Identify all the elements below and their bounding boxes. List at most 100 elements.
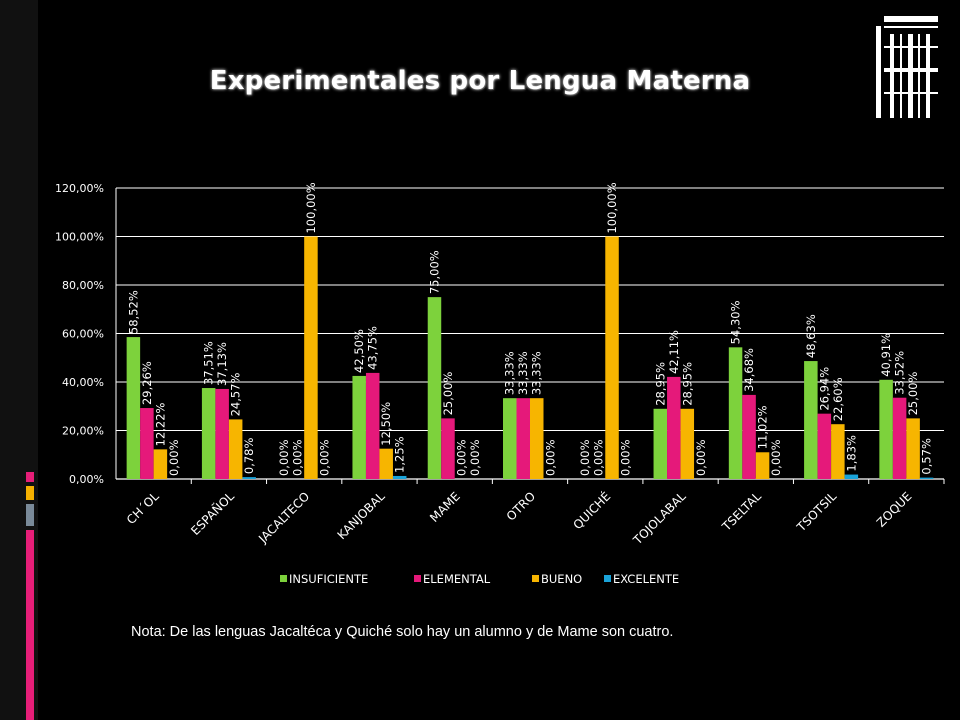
accent-bars [26, 0, 34, 720]
bar [653, 408, 668, 479]
bar [427, 297, 442, 479]
data-label: 0,57% [920, 438, 934, 475]
bar [516, 398, 530, 479]
bar [742, 394, 756, 479]
data-label: 100,00% [304, 182, 318, 233]
x-tick-label: JACALTECO [255, 489, 312, 546]
data-label: 0,00% [167, 439, 181, 476]
legend-label: ELEMENTAL [423, 572, 491, 586]
accent-bar-gray [26, 504, 34, 526]
bar [892, 397, 907, 479]
legend-swatch [280, 575, 287, 582]
legend-label: INSUFICIENTE [289, 572, 368, 586]
bar [379, 448, 393, 479]
data-label: 33,33% [503, 351, 517, 395]
x-tick-label: ZOQUE [874, 489, 915, 530]
data-label: 0,78% [242, 438, 256, 475]
bar [844, 474, 859, 479]
legend-label: EXCELENTE [613, 572, 679, 586]
y-tick-label: 120,00% [55, 182, 104, 195]
data-label: 28,95% [653, 362, 667, 406]
data-label: 100,00% [605, 182, 619, 233]
x-tick-label: TSOTSIL [794, 489, 840, 535]
data-label: 26,94% [817, 367, 831, 411]
data-label: 40,91% [879, 333, 893, 377]
data-label: 33,33% [530, 351, 544, 395]
data-label: 54,30% [729, 300, 743, 344]
data-label: 22,60% [831, 377, 845, 421]
data-label: 0,00% [277, 439, 291, 476]
data-label: 37,51% [202, 341, 216, 385]
bar [228, 419, 243, 479]
data-label: 24,57% [229, 372, 243, 416]
bar [817, 413, 832, 479]
bar [755, 452, 770, 479]
bar [530, 398, 544, 479]
x-tick-label: OTRO [504, 489, 538, 523]
slide-panel [38, 0, 960, 720]
y-tick-label: 60,00% [62, 328, 104, 341]
bar [352, 375, 366, 479]
data-label: 0,00% [619, 439, 633, 476]
x-tick-label: QUICHÉ [570, 489, 614, 533]
data-label: 75,00% [427, 250, 441, 294]
data-label: 25,00% [906, 371, 920, 415]
data-label: 1,83% [844, 435, 858, 472]
data-label: 58,52% [126, 290, 140, 334]
data-label: 0,00% [317, 439, 331, 476]
data-label: 0,00% [578, 439, 592, 476]
bar [304, 236, 318, 479]
bar [906, 418, 920, 479]
data-label: 0,00% [468, 439, 482, 476]
bar [667, 376, 681, 479]
bar [365, 372, 380, 479]
legend-swatch [532, 575, 539, 582]
data-label: 0,00% [454, 439, 468, 476]
legend-swatch [604, 575, 611, 582]
x-tick-label: ESPAÑOL [188, 488, 238, 538]
x-tick-label: TOJOLABAL [630, 489, 689, 548]
y-tick-label: 100,00% [55, 231, 104, 244]
slide-title: Experimentales por Lengua Materna [209, 66, 751, 96]
bar [140, 408, 154, 479]
data-label: 37,13% [215, 342, 229, 386]
data-label: 12,22% [153, 402, 167, 446]
bar [153, 449, 168, 479]
data-label: 33,52% [893, 351, 907, 395]
x-tick-label: CH´OL [124, 489, 162, 527]
window-grid-icon [876, 16, 938, 118]
data-label: 33,33% [516, 351, 530, 395]
accent-bar-pink [26, 472, 34, 482]
bar [503, 398, 517, 479]
bar [804, 361, 818, 479]
accent-bar-pink-long [26, 530, 34, 720]
x-tick-label: TSELTAL [719, 489, 764, 534]
bar [879, 379, 893, 479]
data-label: 42,50% [352, 329, 366, 373]
data-label: 11,02% [756, 405, 770, 449]
data-label: 28,95% [680, 362, 694, 406]
data-label: 29,26% [140, 361, 154, 405]
bar [680, 408, 695, 479]
data-label: 0,00% [290, 439, 304, 476]
data-label: 42,11% [667, 330, 681, 374]
data-label: 25,00% [441, 371, 455, 415]
bar [242, 477, 256, 479]
data-label: 0,00% [769, 439, 783, 476]
y-tick-label: 80,00% [62, 279, 104, 292]
bar [441, 418, 455, 479]
bar [919, 477, 934, 479]
bar [126, 337, 141, 479]
data-label: 34,68% [742, 348, 756, 392]
data-label: 48,63% [804, 314, 818, 358]
data-label: 12,50% [379, 402, 393, 446]
bar [392, 475, 407, 479]
y-tick-label: 20,00% [62, 425, 104, 438]
slide-note: Nota: De las lenguas Jacaltéca y Quiché … [131, 624, 674, 640]
data-label: 0,00% [543, 439, 557, 476]
data-label: 0,00% [592, 439, 606, 476]
legend-label: BUENO [541, 572, 582, 586]
bar [201, 388, 216, 479]
x-tick-label: KANJOBAL [335, 489, 388, 542]
